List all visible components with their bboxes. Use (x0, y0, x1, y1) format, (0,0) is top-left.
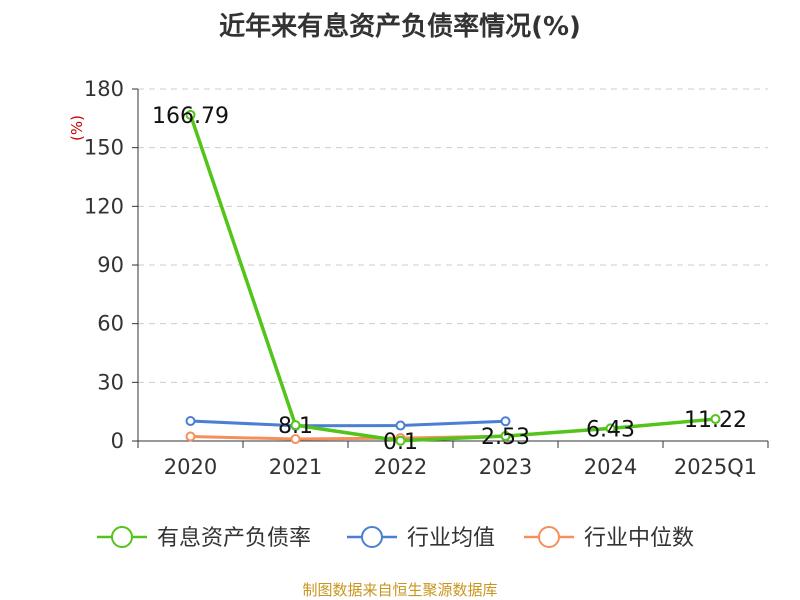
y-axis-unit-label: (%) (68, 115, 86, 141)
data-label: 166.79 (152, 104, 229, 129)
series-point-0 (395, 435, 406, 446)
y-tick-label: 120 (84, 194, 124, 218)
series-line-0 (188, 114, 716, 443)
data-label: 6.43 (586, 417, 635, 442)
series-line-1 (190, 419, 506, 428)
legend-marker-1 (361, 526, 383, 548)
series-point-0 (605, 423, 616, 434)
data-labels: 166.79 8.1 0.1 2.53 6.43 11.22 (152, 104, 747, 455)
legend-label-1: 行业均值 (407, 526, 495, 551)
chart-title: 近年来有息资产负债率情况(%) (219, 12, 581, 42)
series-point-1 (395, 420, 406, 431)
series-lines (185, 109, 721, 446)
y-tick-label: 180 (84, 77, 124, 101)
x-tick-label: 2020 (164, 455, 217, 479)
legend-label-0: 有息资产负债率 (157, 526, 311, 551)
data-label: 11.22 (684, 408, 747, 433)
legend[interactable]: 有息资产负债率 行业均值 行业中位数 (97, 526, 694, 551)
x-tick-label: 2024 (584, 455, 637, 479)
y-tick-label: 150 (84, 136, 124, 160)
data-label: 8.1 (278, 414, 313, 439)
series-point-0 (710, 414, 721, 425)
series-point-2 (290, 434, 301, 445)
x-tick-label: 2022 (374, 455, 427, 479)
series-point-0 (500, 431, 511, 442)
series-point-1 (185, 416, 196, 427)
y-tick-label: 30 (97, 370, 124, 394)
source-footer: 制图数据来自恒生聚源数据库 (302, 581, 498, 599)
x-tick-label: 2021 (269, 455, 322, 479)
legend-marker-2 (538, 526, 560, 548)
legend-label-2: 行业中位数 (584, 526, 694, 551)
axes: 0 30 60 90 120 150 180 2020 2021 2022 2023 2024 2025… (68, 77, 769, 479)
series-point-1 (500, 416, 511, 427)
series-point-0 (290, 420, 301, 431)
series-point-2 (185, 431, 196, 442)
legend-marker-0 (111, 526, 133, 548)
y-tick-label: 0 (111, 429, 124, 453)
x-tick-label: 2025Q1 (674, 455, 757, 479)
data-label: 0.1 (383, 430, 418, 455)
y-tick-label: 60 (97, 312, 124, 336)
data-label: 2.53 (481, 425, 530, 450)
x-tick-label: 2023 (479, 455, 532, 479)
y-tick-label: 90 (97, 253, 124, 277)
series-point-0 (185, 109, 196, 120)
